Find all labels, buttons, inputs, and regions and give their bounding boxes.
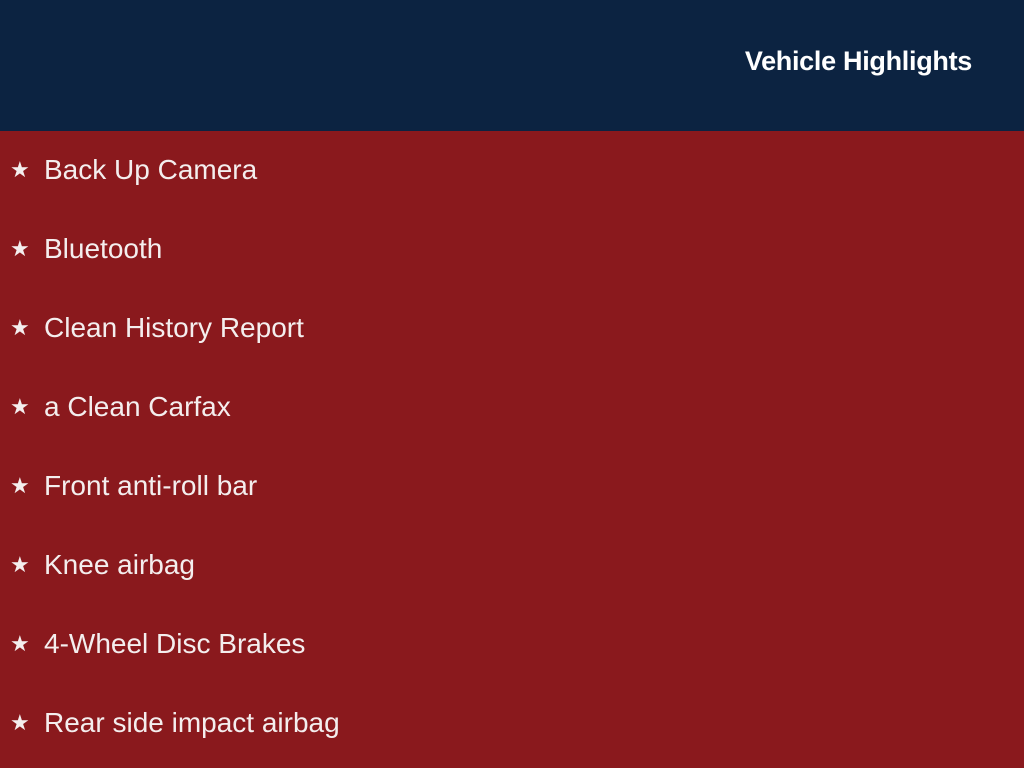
highlight-label: a Clean Carfax bbox=[44, 390, 231, 422]
header: Vehicle Highlights bbox=[0, 0, 1024, 131]
star-icon: ★ bbox=[10, 156, 30, 182]
highlight-label: Knee airbag bbox=[44, 548, 196, 580]
highlights-list: ★ Back Up Camera ★ Bluetooth ★ Clean History … bbox=[0, 131, 1024, 763]
highlight-label: Front anti-roll bar bbox=[44, 469, 258, 501]
highlight-item: ★ Front anti-roll bar bbox=[0, 446, 1024, 525]
highlight-item: ★ 4-Wheel Disc Brakes bbox=[0, 604, 1024, 683]
highlight-item: ★ Bluetooth bbox=[0, 209, 1024, 288]
star-icon: ★ bbox=[10, 393, 30, 419]
highlight-label: Clean History Report bbox=[44, 311, 304, 343]
star-icon: ★ bbox=[10, 314, 30, 340]
highlight-label: 4-Wheel Disc Brakes bbox=[44, 627, 306, 659]
star-icon: ★ bbox=[10, 709, 30, 735]
star-icon: ★ bbox=[10, 630, 30, 656]
star-icon: ★ bbox=[10, 551, 30, 577]
highlight-label: Bluetooth bbox=[44, 232, 163, 264]
highlight-item: ★ a Clean Carfax bbox=[0, 367, 1024, 446]
highlight-item: ★ Knee airbag bbox=[0, 525, 1024, 604]
star-icon: ★ bbox=[10, 235, 30, 261]
star-icon: ★ bbox=[10, 472, 30, 498]
highlight-item: ★ Clean History Report bbox=[0, 288, 1024, 367]
highlight-label: Back Up Camera bbox=[44, 153, 258, 185]
page-title: Vehicle Highlights bbox=[744, 46, 972, 76]
highlight-item: ★ Back Up Camera bbox=[0, 130, 1024, 209]
highlight-label: Rear side impact airbag bbox=[44, 706, 340, 738]
highlight-item: ★ Rear side impact airbag bbox=[0, 683, 1024, 762]
